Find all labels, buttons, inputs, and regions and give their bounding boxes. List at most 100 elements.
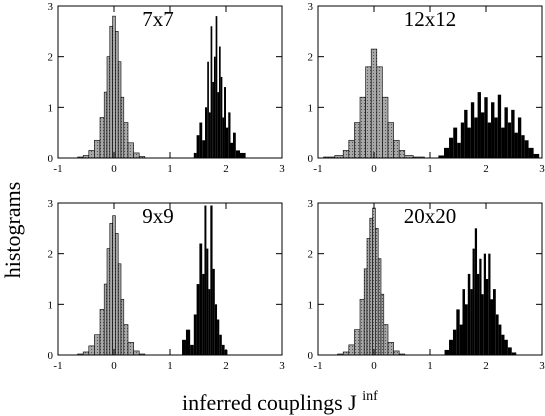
histogram-bar <box>190 344 194 355</box>
inferred-histogram <box>182 205 228 355</box>
inferred-histogram <box>193 16 246 159</box>
histogram-bar <box>467 127 471 158</box>
histogram-bar <box>470 102 475 158</box>
y-tick-label: 0 <box>308 350 314 362</box>
histogram-bar <box>115 31 119 159</box>
y-tick-label: 2 <box>308 249 314 261</box>
histogram-bar <box>210 205 213 355</box>
panel-title: 7x7 <box>142 7 174 31</box>
histogram-bar <box>127 142 134 159</box>
y-tick-label: 0 <box>48 153 54 165</box>
histogram-bar <box>452 329 457 355</box>
histogram-bar <box>449 339 453 355</box>
histogram-bar <box>493 289 496 355</box>
histogram-bar <box>462 289 465 355</box>
y-tick-label: 0 <box>48 350 54 362</box>
histogram-bar <box>504 107 508 158</box>
y-tick-label: 1 <box>48 102 54 114</box>
histogram-bar <box>214 304 218 355</box>
x-tick-label: 1 <box>427 360 433 372</box>
y-tick-label: 3 <box>48 1 54 13</box>
histogram-bar <box>477 92 481 158</box>
histogram-bar <box>348 139 355 159</box>
histogram-bar <box>185 329 191 355</box>
histogram-bar <box>365 66 372 159</box>
histogram-bar <box>354 122 361 159</box>
histogram-bar <box>363 268 368 356</box>
histogram-bar <box>498 324 502 355</box>
histogram-bar <box>479 258 482 355</box>
inferred-histogram <box>438 92 540 158</box>
histogram-bar <box>474 117 478 158</box>
histogram-bar <box>94 334 101 356</box>
histogram-bar <box>221 344 225 355</box>
histogram-bar <box>103 283 108 356</box>
histogram-bar <box>495 314 499 355</box>
histogram-bar <box>517 117 522 158</box>
histogram-bar <box>359 298 365 356</box>
histogram-bar <box>377 258 382 356</box>
gaussian-histogram <box>77 215 146 356</box>
histogram-bar <box>120 96 125 159</box>
histogram-bar <box>483 253 486 355</box>
histogram-bar <box>217 92 219 158</box>
x-tick-label: 0 <box>111 360 117 372</box>
x-tick-label: 3 <box>539 360 545 372</box>
histogram-bar <box>457 142 461 158</box>
y-tick-label: 3 <box>308 198 314 210</box>
histogram-bar <box>115 233 119 356</box>
histogram-bar <box>369 217 373 356</box>
histogram-bar <box>204 205 207 355</box>
histogram-bar <box>342 150 350 159</box>
histogram-bar <box>208 289 211 355</box>
histogram-bar <box>393 350 400 356</box>
histogram-bar <box>127 342 134 356</box>
histogram-bar <box>193 152 197 158</box>
histogram-bar <box>487 122 492 158</box>
panel-title: 20x20 <box>404 204 457 228</box>
histogram-bar <box>212 82 214 158</box>
histogram-bar <box>533 153 540 158</box>
y-tick-label: 1 <box>48 299 54 311</box>
histogram-bar <box>133 350 140 356</box>
x-tick-label: 1 <box>427 163 433 175</box>
histogram-bar <box>501 334 505 355</box>
histogram-bar <box>501 127 505 158</box>
histogram-bar <box>219 46 221 158</box>
histogram-bar <box>224 87 226 158</box>
histogram-bar <box>524 140 529 158</box>
histogram-bar <box>383 324 389 356</box>
histogram-bar <box>94 139 101 159</box>
histogram-bar <box>109 222 113 356</box>
x-tick-label: 2 <box>223 163 229 175</box>
histogram-bar <box>477 273 480 355</box>
panel-title: 12x12 <box>404 7 457 31</box>
histogram-bar <box>375 228 379 356</box>
histogram-bar <box>213 56 216 158</box>
gaussian-histogram <box>77 15 146 159</box>
histogram-bar <box>109 25 113 159</box>
x-tick-label: -1 <box>53 163 62 175</box>
histogram-bar <box>387 342 394 356</box>
x-tick-label: 0 <box>371 163 377 175</box>
x-tick-label: 2 <box>483 360 489 372</box>
histogram-bar <box>217 319 220 355</box>
histogram-bar <box>220 76 223 158</box>
histogram-bar <box>88 150 95 159</box>
histogram-bar <box>511 109 515 158</box>
histogram-bar <box>474 228 478 355</box>
y-axis-label: histograms <box>0 182 25 279</box>
histogram-bar <box>488 253 491 355</box>
histogram-bar <box>511 352 517 355</box>
histogram-bar <box>464 109 468 158</box>
histogram-bar <box>207 61 209 159</box>
histogram-bar <box>494 117 498 158</box>
histogram-bar <box>521 135 525 158</box>
histogram-bar <box>133 152 140 159</box>
histogram-bar <box>106 248 111 356</box>
y-tick-label: 1 <box>308 102 314 114</box>
histogram-bar <box>354 329 361 356</box>
x-axis-label: inferred couplings J inf <box>182 389 378 415</box>
